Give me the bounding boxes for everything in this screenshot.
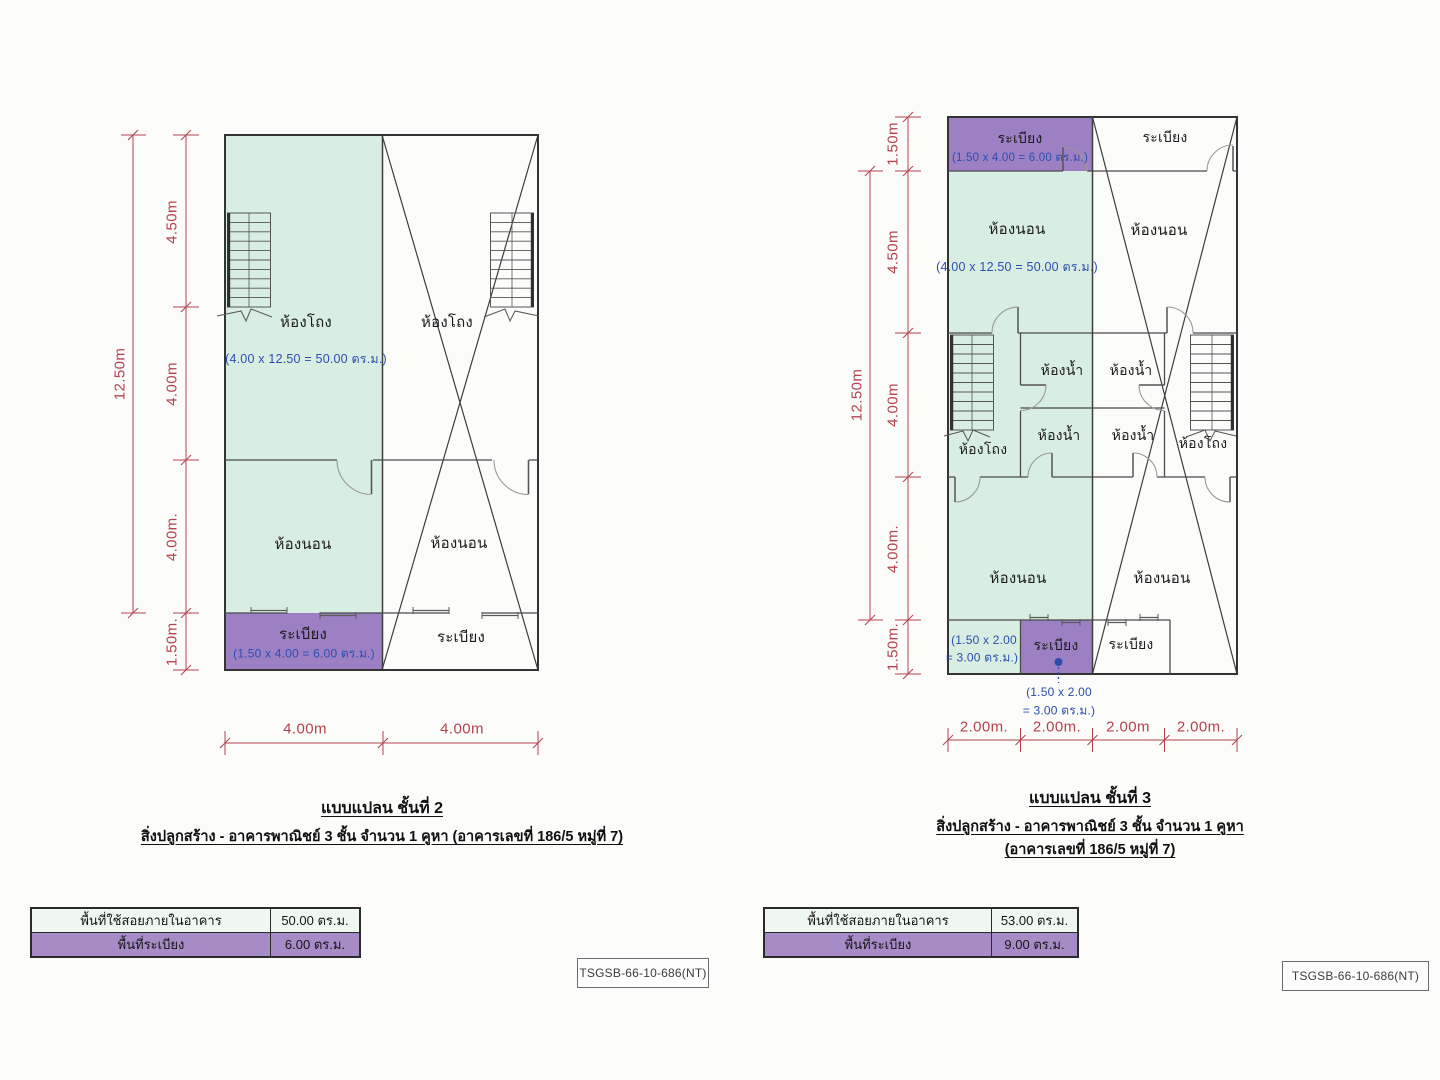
- plan2-balcony-area-annotation: (1.50 x 4.00 = 6.00 ตร.ม.): [233, 646, 375, 661]
- plan3-bottom-balcony-area-below-line2: = 3.00 ตร.ม.): [1022, 703, 1096, 718]
- plan3-dim-width-2: 2.00m.: [1032, 718, 1082, 736]
- plan3-reference-stamp: TSGSB-66-10-686(NT): [1282, 961, 1429, 991]
- plan3-dim-width-3: 2.00m: [1106, 718, 1150, 736]
- plan3-room-label-bedroom-top-left: ห้องนอน: [988, 221, 1046, 238]
- plan3-room-label-hall-left: ห้องโถง: [958, 441, 1008, 457]
- plan3-top-balcony-area-annotation: (1.50 x 4.00 = 6.00 ตร.ม.): [951, 152, 1089, 164]
- plan3-dim-width-4: 2.00m.: [1176, 718, 1226, 736]
- plan2-title: แบบแปลน ชั้นที่ 2: [321, 800, 443, 817]
- plan3-balcony-area-value: 9.00 ตร.ม.: [1004, 937, 1065, 952]
- plan3-room-label-hall-right: ห้องโถง: [1178, 435, 1228, 451]
- plan3-room-label-bedroom-top-right: ห้องนอน: [1130, 222, 1188, 239]
- plan2-interior-area-label: พื้นที่ใช้สอยภายในอาคาร: [32, 909, 271, 932]
- plan2-dim-segment-2: 4.00m: [163, 362, 181, 406]
- plan3-room-label-bedroom-bottom-right: ห้องนอน: [1133, 570, 1191, 587]
- plan2-title-block: แบบแปลน ชั้นที่ 2 สิ่งปลูกสร้าง - อาคารพ…: [141, 796, 623, 848]
- plan3-room-label-bedroom-bottom-left: ห้องนอน: [989, 570, 1047, 587]
- plan2-balcony-fill: [225, 613, 382, 670]
- plan3-interior-area-value: 53.00 ตร.ม.: [1000, 913, 1069, 928]
- plan3-area-table: พื้นที่ใช้สอยภายในอาคาร 53.00 ตร.ม. พื้น…: [763, 907, 1079, 958]
- plan3-bottom-balcony-area-side-line2: = 3.00 ตร.ม.): [945, 650, 1019, 665]
- plan3-dim-segment-1: 4.50m: [884, 230, 902, 274]
- plan3-bottom-balcony-area-side-line1: (1.50 x 2.00: [951, 633, 1017, 647]
- plan3-stairs-right: [1185, 334, 1237, 443]
- plan2-dim-width-1: 4.00m: [283, 720, 327, 738]
- plan3-dim-segment-2: 4.00m: [884, 383, 902, 427]
- plan2-dim-segment-1: 4.50m: [163, 200, 181, 244]
- plan2-interior-area-value: 50.00 ตร.ม.: [281, 913, 349, 928]
- plan3-room-label-bath-lower-left: ห้องน้ำ: [1037, 427, 1081, 443]
- plan3-room-label-balcony-bottom-right: ระเบียง: [1108, 636, 1154, 652]
- plan2-subject-unit-fill: [225, 135, 382, 613]
- plan2-reference-stamp: TSGSB-66-10-686(NT): [577, 958, 709, 988]
- plan2-dim-segment-3: 4.00m.: [163, 512, 181, 562]
- plan3-dim-segment-0: 1.50m: [884, 122, 902, 166]
- plan3-room-label-balcony-top-right: ระเบียง: [1142, 129, 1188, 145]
- plan3-room-label-balcony-top-left: ระเบียง: [997, 130, 1043, 146]
- plan2-dimension-lines: [121, 129, 544, 755]
- plan2-stairs-right: [483, 212, 540, 323]
- plan3-dim-width-1: 2.00m.: [959, 718, 1009, 736]
- table-row: พื้นที่ระเบียง 9.00 ตร.ม.: [765, 932, 1077, 956]
- plan3-interior-area-annotation: (4.00 x 12.50 = 50.00 ตร.ม.): [936, 260, 1098, 274]
- plan2-geometry: [121, 129, 544, 755]
- plan2-balcony-area-value: 6.00 ตร.ม.: [284, 937, 346, 952]
- plan3-interior-area-label: พื้นที่ใช้สอยภายในอาคาร: [765, 909, 992, 932]
- plan3-room-label-bath-upper-left: ห้องน้ำ: [1040, 362, 1084, 378]
- plan3-bottom-balcony-area-below-line1: (1.50 x 2.00: [1026, 685, 1092, 699]
- plan2-area-table: พื้นที่ใช้สอยภายในอาคาร 50.00 ตร.ม. พื้น…: [30, 907, 361, 958]
- plan3-room-label-balcony-bottom-left: ระเบียง: [1033, 637, 1079, 653]
- plan3-top-balcony-fill: [948, 117, 1093, 171]
- plan3-dim-segment-4: 1.50m.: [884, 622, 902, 672]
- plan2-room-label-hall-right: ห้องโถง: [421, 314, 473, 331]
- plan2-dim-width-2: 4.00m: [440, 720, 484, 738]
- plan3-dim-total-height: 12.50m: [848, 368, 866, 422]
- plan3-dimension-lines: [858, 111, 1243, 752]
- plan2-room-label-bedroom-left: ห้องนอน: [274, 536, 332, 553]
- plan2-room-label-hall-left: ห้องโถง: [280, 314, 332, 331]
- plan3-subtitle: สิ่งปลูกสร้าง - อาคารพาณิชย์ 3 ชั้น จำนว…: [936, 819, 1244, 858]
- plan2-balcony-area-label: พื้นที่ระเบียง: [32, 933, 271, 956]
- plan2-dim-total-height: 12.50m: [111, 347, 129, 401]
- plan2-room-label-balcony-left: ระเบียง: [278, 626, 328, 643]
- plan2-interior-area-annotation: (4.00 x 12.50 = 50.00 ตร.ม.): [225, 352, 387, 366]
- plan3-title: แบบแปลน ชั้นที่ 3: [1029, 790, 1151, 807]
- plan2-room-label-balcony-right: ระเบียง: [436, 629, 486, 646]
- table-row: พื้นที่ระเบียง 6.00 ตร.ม.: [32, 932, 359, 956]
- plan3-room-label-bath-upper-right: ห้องน้ำ: [1109, 362, 1153, 378]
- plan3-geometry: [858, 111, 1243, 752]
- table-row: พื้นที่ใช้สอยภายในอาคาร 53.00 ตร.ม.: [765, 909, 1077, 932]
- plan2-stairs-left: [216, 212, 273, 323]
- plan3-crossout-x: [1091, 116, 1238, 675]
- balcony-leader-dot: [1054, 658, 1063, 666]
- table-row: พื้นที่ใช้สอยภายในอาคาร 50.00 ตร.ม.: [32, 909, 359, 932]
- plan2-dim-segment-4: 1.50m.: [163, 617, 181, 667]
- plan2-room-label-bedroom-right: ห้องนอน: [430, 535, 488, 552]
- plan2-subtitle: สิ่งปลูกสร้าง - อาคารพาณิชย์ 3 ชั้น จำนว…: [140, 829, 624, 845]
- plan3-room-label-bath-lower-right: ห้องน้ำ: [1111, 427, 1155, 443]
- plan3-title-block: แบบแปลน ชั้นที่ 3 สิ่งปลูกสร้าง - อาคารพ…: [915, 786, 1265, 861]
- plan3-dim-segment-3: 4.00m.: [884, 524, 902, 574]
- plan3-stairs-left: [943, 334, 994, 443]
- plan2-crossout-x: [381, 134, 539, 671]
- plan3-balcony-area-label: พื้นที่ระเบียง: [765, 933, 992, 956]
